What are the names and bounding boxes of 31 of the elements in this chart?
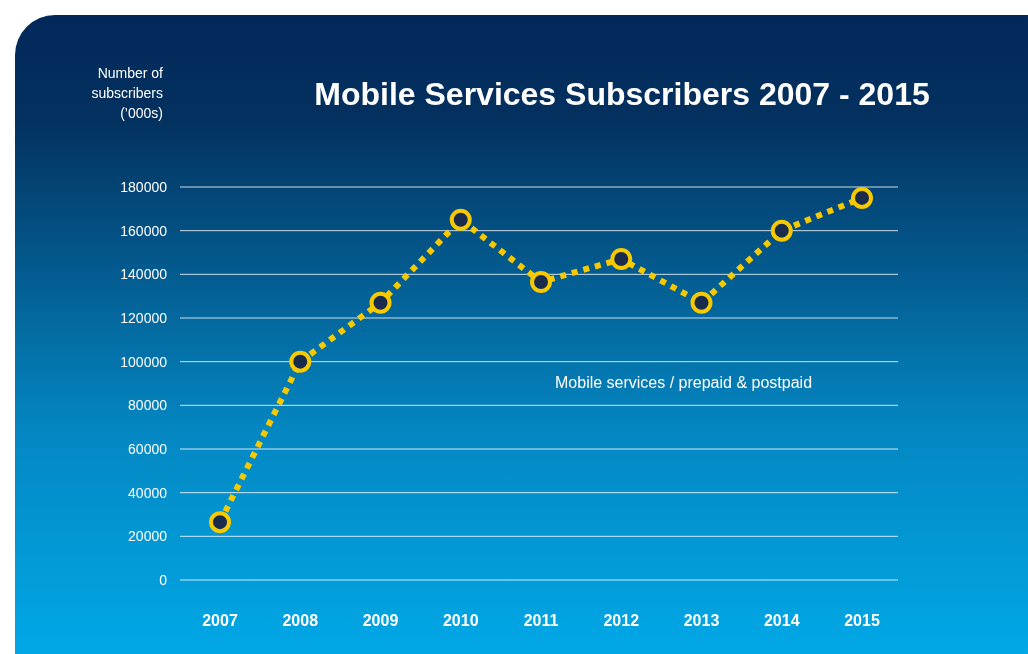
y-axis-title: Number of subscribers (’000s) xyxy=(91,65,164,121)
y-tick-label: 20000 xyxy=(128,528,168,545)
point xyxy=(530,270,552,293)
point xyxy=(610,248,633,271)
y-tick-label: 0 xyxy=(159,571,168,588)
x-tick-label: 2007 xyxy=(202,612,238,629)
x-tick-label: 2011 xyxy=(523,612,559,629)
x-tick-label: 2014 xyxy=(763,612,800,629)
y-tick-label: 160000 xyxy=(120,222,168,239)
y-tick-label: 80000 xyxy=(128,397,168,414)
point xyxy=(449,208,472,231)
y-tick-label: 180000 xyxy=(120,178,168,195)
point xyxy=(289,350,312,373)
y-tick-label: 140000 xyxy=(120,266,168,283)
point xyxy=(209,511,231,534)
x-tick-label: 2013 xyxy=(683,612,720,629)
point xyxy=(690,291,713,314)
x-tick-label: 2008 xyxy=(282,612,319,629)
text: Mobile services / prepaid & postpaid xyxy=(555,374,813,391)
y-tick-label: 40000 xyxy=(128,484,168,501)
y-tick-label: 60000 xyxy=(128,440,168,457)
x-tick-label: 2010 xyxy=(442,612,479,629)
x-tick-label: 2015 xyxy=(844,612,880,629)
point xyxy=(770,219,793,242)
y-tick-label: 100000 xyxy=(120,353,168,370)
point xyxy=(851,186,873,209)
x-tick-label: 2009 xyxy=(362,612,399,629)
y-tick-label: 120000 xyxy=(120,309,168,326)
chart-title: Mobile Services Subscribers 2007 - 2015 xyxy=(314,76,930,112)
point xyxy=(369,291,392,314)
x-tick-label: 2012 xyxy=(603,612,640,629)
